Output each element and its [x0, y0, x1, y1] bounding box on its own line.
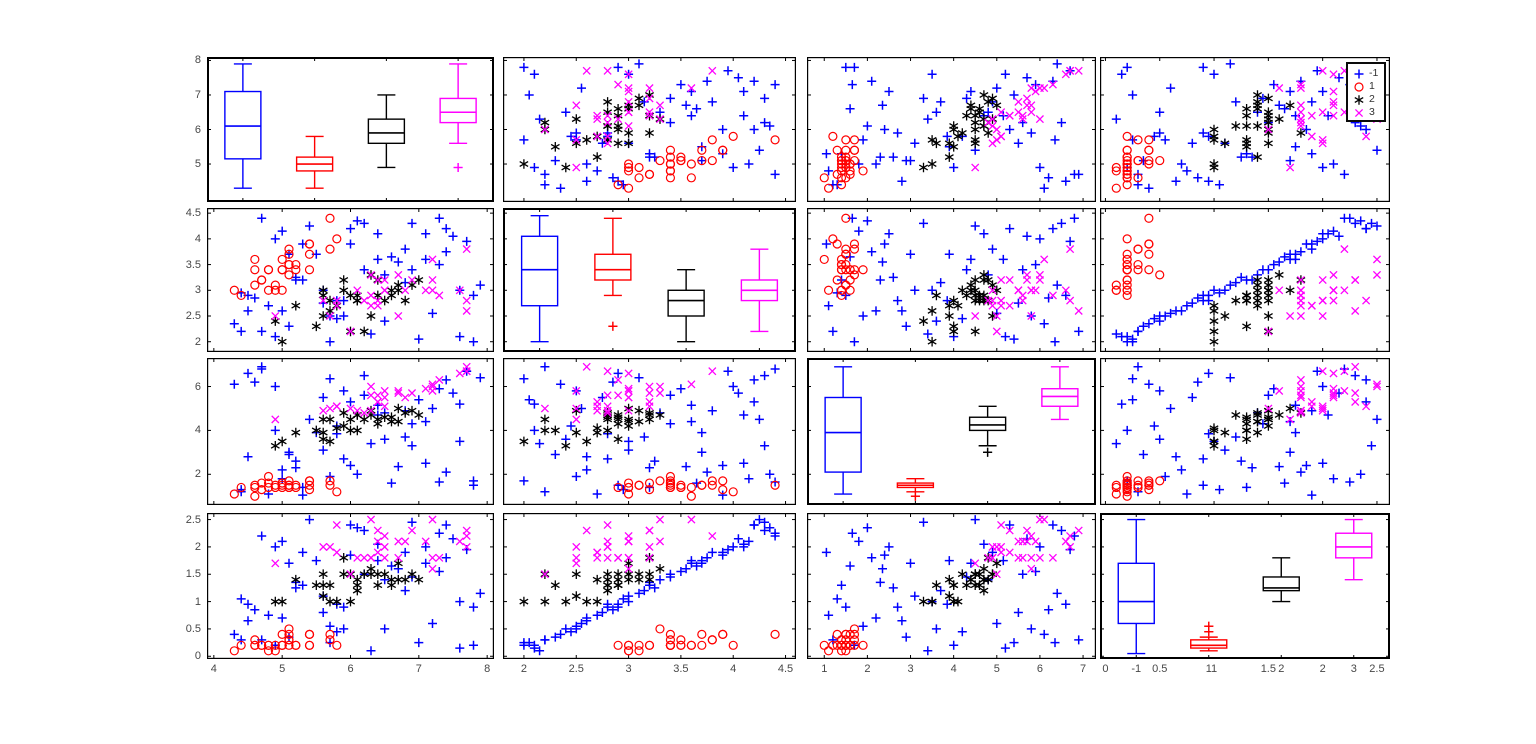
group-tick-label: -1 [1131, 663, 1142, 675]
y-tick-label: 3 [194, 284, 201, 297]
panel-r1c4-scatter [1100, 57, 1390, 202]
panel-r2c3-scatter [807, 208, 1096, 352]
x-tick-label: 0 [1102, 663, 1109, 675]
panel-r4c2-scatter [503, 513, 796, 659]
panel-r1c3-scatter [807, 57, 1096, 202]
x-tick-label: 2 [520, 663, 527, 675]
y-tick-label: 0.5 [185, 622, 201, 635]
y-tick-label: 1 [194, 595, 201, 608]
y-tick-label: 4 [194, 424, 201, 437]
x-tick-label: 7 [415, 663, 422, 675]
panel-r3c3-boxplot [807, 358, 1096, 505]
y-tick-label: 1.5 [185, 568, 201, 581]
y-tick-label: 2.5 [185, 513, 201, 526]
panel-r1c1-boxplot [207, 57, 494, 202]
x-tick-label: 1.5 [1260, 663, 1276, 675]
x-tick-label: 3.5 [673, 663, 689, 675]
x-tick-label: 3 [625, 663, 632, 675]
y-tick-label: 2 [194, 468, 201, 481]
legend-label: 3 [1369, 105, 1375, 118]
y-tick-label: 6 [194, 380, 201, 393]
x-tick-label: 2 [1319, 663, 1326, 675]
x-tick-label: 1 [1210, 663, 1218, 675]
x-tick-label: 1 [821, 663, 828, 675]
x-tick-label: 5 [993, 663, 1000, 675]
y-tick-label: 3.5 [185, 258, 201, 271]
panel-r4c4-boxplot [1100, 513, 1390, 659]
y-tick-label: 4.5 [185, 207, 201, 220]
legend-item: 1 [1352, 79, 1378, 92]
legend-item: -1 [1352, 66, 1378, 79]
x-tick-label: 2 [864, 663, 871, 675]
x-tick-label: 7 [1079, 663, 1087, 675]
x-tick-label: 2.5 [568, 663, 584, 675]
x-tick-label: 8 [484, 663, 491, 675]
panel-r3c1-scatter [207, 358, 494, 505]
legend-item: 3 [1352, 105, 1378, 118]
panel-r4c1-scatter [207, 513, 494, 659]
group-tick-label: 1 [1205, 663, 1212, 675]
y-tick-label: 8 [194, 54, 201, 67]
x-tick-label: 4 [210, 663, 217, 675]
x-tick-label: 5 [279, 663, 286, 675]
y-tick-label: 2.5 [185, 310, 201, 322]
plus-marker-icon [1352, 67, 1367, 79]
y-tick-label: 4 [194, 232, 201, 245]
y-tick-label: 2 [194, 335, 201, 348]
legend-label: -1 [1369, 66, 1379, 79]
y-tick-label: 5 [194, 158, 201, 171]
legend-label: 1 [1369, 79, 1375, 92]
legend-label: 2 [1369, 92, 1375, 105]
y-tick-label: 0 [194, 650, 201, 663]
panel-r4c3-scatter [807, 513, 1096, 659]
group-tick-label: 2 [1278, 663, 1285, 675]
x-marker-icon [1352, 106, 1367, 118]
y-tick-label: 7 [194, 88, 201, 101]
x-tick-label: 6 [347, 663, 354, 675]
x-tick-label: 6 [1036, 663, 1043, 675]
x-tick-label: 4 [730, 663, 737, 675]
x-tick-label: 2.5 [1369, 663, 1385, 675]
y-tick-label: 2 [194, 540, 201, 553]
panel-r3c4-scatter [1100, 358, 1390, 505]
legend[interactable]: -1 1 2 3 [1346, 62, 1387, 122]
legend-item: 2 [1352, 92, 1378, 105]
panel-r3c2-scatter [503, 358, 796, 505]
asterisk-marker-icon [1352, 93, 1367, 105]
panel-r1c2-scatter [503, 57, 796, 202]
circle-marker-icon [1352, 80, 1367, 92]
panel-r2c1-scatter [207, 208, 494, 352]
x-tick-label: 4 [950, 663, 957, 675]
group-tick-label: 3 [1350, 663, 1357, 675]
panel-r2c4-scatter [1100, 208, 1390, 352]
y-tick-label: 6 [194, 123, 201, 136]
x-tick-label: 0.5 [1152, 663, 1168, 675]
x-tick-label: 4.5 [777, 663, 794, 675]
panel-r2c2-boxplot [503, 208, 796, 352]
x-tick-label: 3 [907, 663, 914, 675]
